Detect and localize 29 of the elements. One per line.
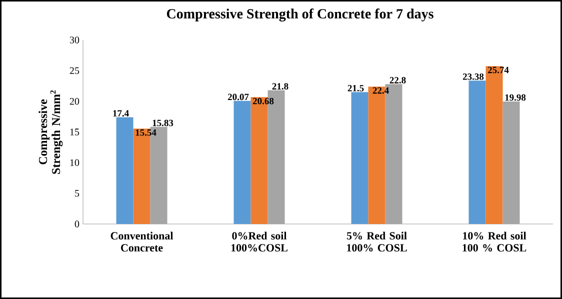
bar (468, 80, 486, 224)
data-label: 22.4 (372, 87, 389, 94)
data-label: 21.8 (272, 83, 288, 90)
bar (502, 101, 520, 224)
data-label: 15.54 (136, 129, 156, 136)
y-axis-title: Compressive Strength N/mm$^{2}$ (38, 90, 63, 174)
y-tick-label: 20 (70, 98, 80, 105)
bar (116, 117, 134, 224)
data-label: 19.98 (505, 94, 526, 101)
data-label: 21.5 (348, 85, 364, 92)
data-label: 15.83 (152, 120, 174, 126)
data-label: 20.07 (228, 94, 249, 100)
y-tick-label: 15 (70, 128, 80, 136)
y-tick-label: 5 (75, 190, 80, 197)
data-label: 20.68 (252, 98, 274, 104)
bar (351, 92, 368, 224)
bar (234, 100, 251, 224)
x-tick-label: 10% Red soil 100 % COSL (462, 232, 526, 252)
data-label: 17.4 (113, 110, 129, 117)
data-label: 22.8 (390, 77, 406, 84)
y-tick-label: 30 (70, 36, 80, 44)
y-tick-label: 0 (74, 220, 80, 228)
x-tick-label: 5% Red Soil 100% COSL (346, 232, 407, 252)
data-label: 23.38 (462, 73, 484, 80)
y-tick-label: 25 (70, 67, 80, 74)
x-tick-label: 0%Red soil 100%COSL (231, 232, 288, 252)
x-tick-label: Conventional Concrete (110, 232, 174, 252)
chart-title: Compressive Strength of Concrete for 7 days (166, 8, 434, 22)
y-tick-label: 10 (70, 159, 80, 166)
